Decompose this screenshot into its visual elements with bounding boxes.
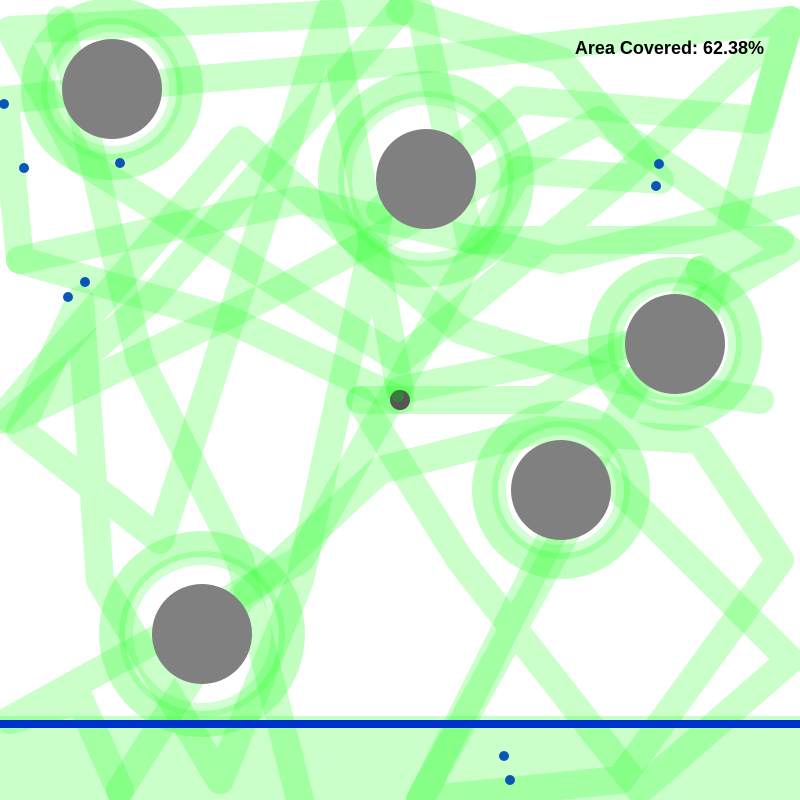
obstacle-orbit-trail <box>588 257 762 431</box>
boundary-line <box>0 720 800 728</box>
obstacle-orbit-trail <box>472 401 650 579</box>
obstacle-layer <box>62 39 725 684</box>
obstacle-circle-icon <box>62 39 162 139</box>
robot-trail <box>0 0 800 404</box>
robot-trail <box>46 6 314 800</box>
obstacle-circle-icon <box>376 129 476 229</box>
waypoint-dot-icon <box>19 163 29 173</box>
waypoint-dot-icon <box>63 292 73 302</box>
robot-sensor-icon <box>392 390 404 402</box>
robot-trail <box>6 0 414 794</box>
waypoint-dot-icon <box>115 158 125 168</box>
robot-trail <box>0 0 674 800</box>
obstacle-orbit-trail <box>41 18 183 160</box>
obstacle-circle-icon <box>625 294 725 394</box>
waypoint-dot-icon <box>0 99 9 109</box>
obstacle-orbit-trail <box>608 277 742 411</box>
covered-strip <box>0 716 800 800</box>
marker-layer <box>0 99 664 785</box>
waypoint-dot-icon <box>654 159 664 169</box>
obstacle-orbit-trail <box>119 551 285 717</box>
obstacle-orbit-trail <box>338 91 514 267</box>
waypoint-dot-icon <box>499 751 509 761</box>
obstacle-orbit-trail <box>492 421 630 559</box>
boundary-layer <box>0 720 800 728</box>
area-covered-label: Area Covered: 62.38% <box>574 38 764 58</box>
waypoint-dot-icon <box>505 775 515 785</box>
obstacle-orbit-trail <box>21 0 203 180</box>
obstacle-circle-icon <box>152 584 252 684</box>
waypoint-dot-icon <box>80 277 90 287</box>
robot-layer <box>390 390 410 410</box>
robot-trail <box>0 6 800 414</box>
robot-trail <box>106 256 794 800</box>
obstacle-orbit-trail <box>318 71 534 287</box>
waypoint-dot-icon <box>651 181 661 191</box>
obstacle-circle-icon <box>511 440 611 540</box>
robot-trail <box>6 186 800 274</box>
